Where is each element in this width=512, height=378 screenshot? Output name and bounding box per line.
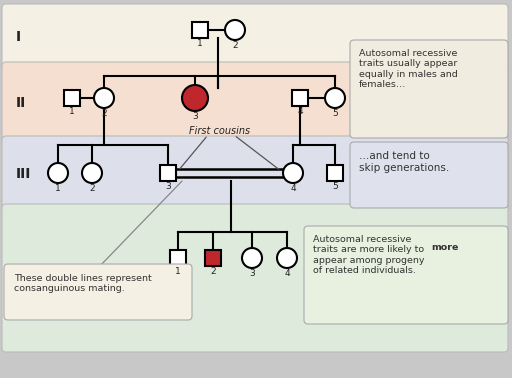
Ellipse shape (242, 248, 262, 268)
Bar (292, 90, 308, 106)
Text: 1: 1 (175, 267, 181, 276)
Text: 1: 1 (197, 39, 203, 48)
FancyBboxPatch shape (4, 264, 192, 320)
Text: Autosomal recessive
traits usually appear
equally in males and
females…: Autosomal recessive traits usually appea… (359, 49, 458, 89)
Ellipse shape (48, 163, 68, 183)
Text: First cousins: First cousins (189, 126, 250, 136)
Ellipse shape (182, 85, 208, 111)
Text: 5: 5 (332, 109, 338, 118)
Text: 5: 5 (332, 182, 338, 191)
Text: IV: IV (16, 271, 32, 285)
FancyBboxPatch shape (350, 40, 508, 138)
FancyBboxPatch shape (2, 204, 508, 352)
Ellipse shape (94, 88, 114, 108)
Text: These double lines represent
consanguinous mating.: These double lines represent consanguino… (14, 274, 152, 293)
Ellipse shape (325, 88, 345, 108)
Text: 1: 1 (69, 107, 75, 116)
Text: 2: 2 (101, 109, 107, 118)
FancyBboxPatch shape (2, 4, 508, 70)
Text: 1: 1 (55, 184, 61, 193)
Bar (170, 250, 186, 266)
FancyBboxPatch shape (2, 62, 508, 144)
Text: …and tend to
skip generations.: …and tend to skip generations. (359, 151, 449, 173)
Text: 2: 2 (210, 267, 216, 276)
Bar (205, 250, 221, 266)
Text: II: II (16, 96, 26, 110)
Text: 2: 2 (89, 184, 95, 193)
FancyBboxPatch shape (350, 142, 508, 208)
Text: 3: 3 (165, 182, 171, 191)
Text: I: I (16, 30, 21, 44)
Text: III: III (16, 167, 31, 181)
Text: 3: 3 (192, 112, 198, 121)
Text: 4: 4 (284, 269, 290, 278)
Ellipse shape (277, 248, 297, 268)
Text: 4: 4 (290, 184, 296, 193)
Ellipse shape (283, 163, 303, 183)
Bar (160, 165, 176, 181)
Text: 3: 3 (249, 269, 255, 278)
Bar (192, 22, 208, 38)
FancyBboxPatch shape (304, 226, 508, 324)
Text: 4: 4 (297, 107, 303, 116)
Text: 2: 2 (232, 41, 238, 50)
Bar (64, 90, 80, 106)
Ellipse shape (82, 163, 102, 183)
Text: more: more (431, 243, 458, 253)
FancyBboxPatch shape (2, 136, 508, 212)
Text: Autosomal recessive
traits are more likely to
appear among progeny
of related in: Autosomal recessive traits are more like… (313, 235, 424, 275)
Ellipse shape (225, 20, 245, 40)
Bar (327, 165, 343, 181)
